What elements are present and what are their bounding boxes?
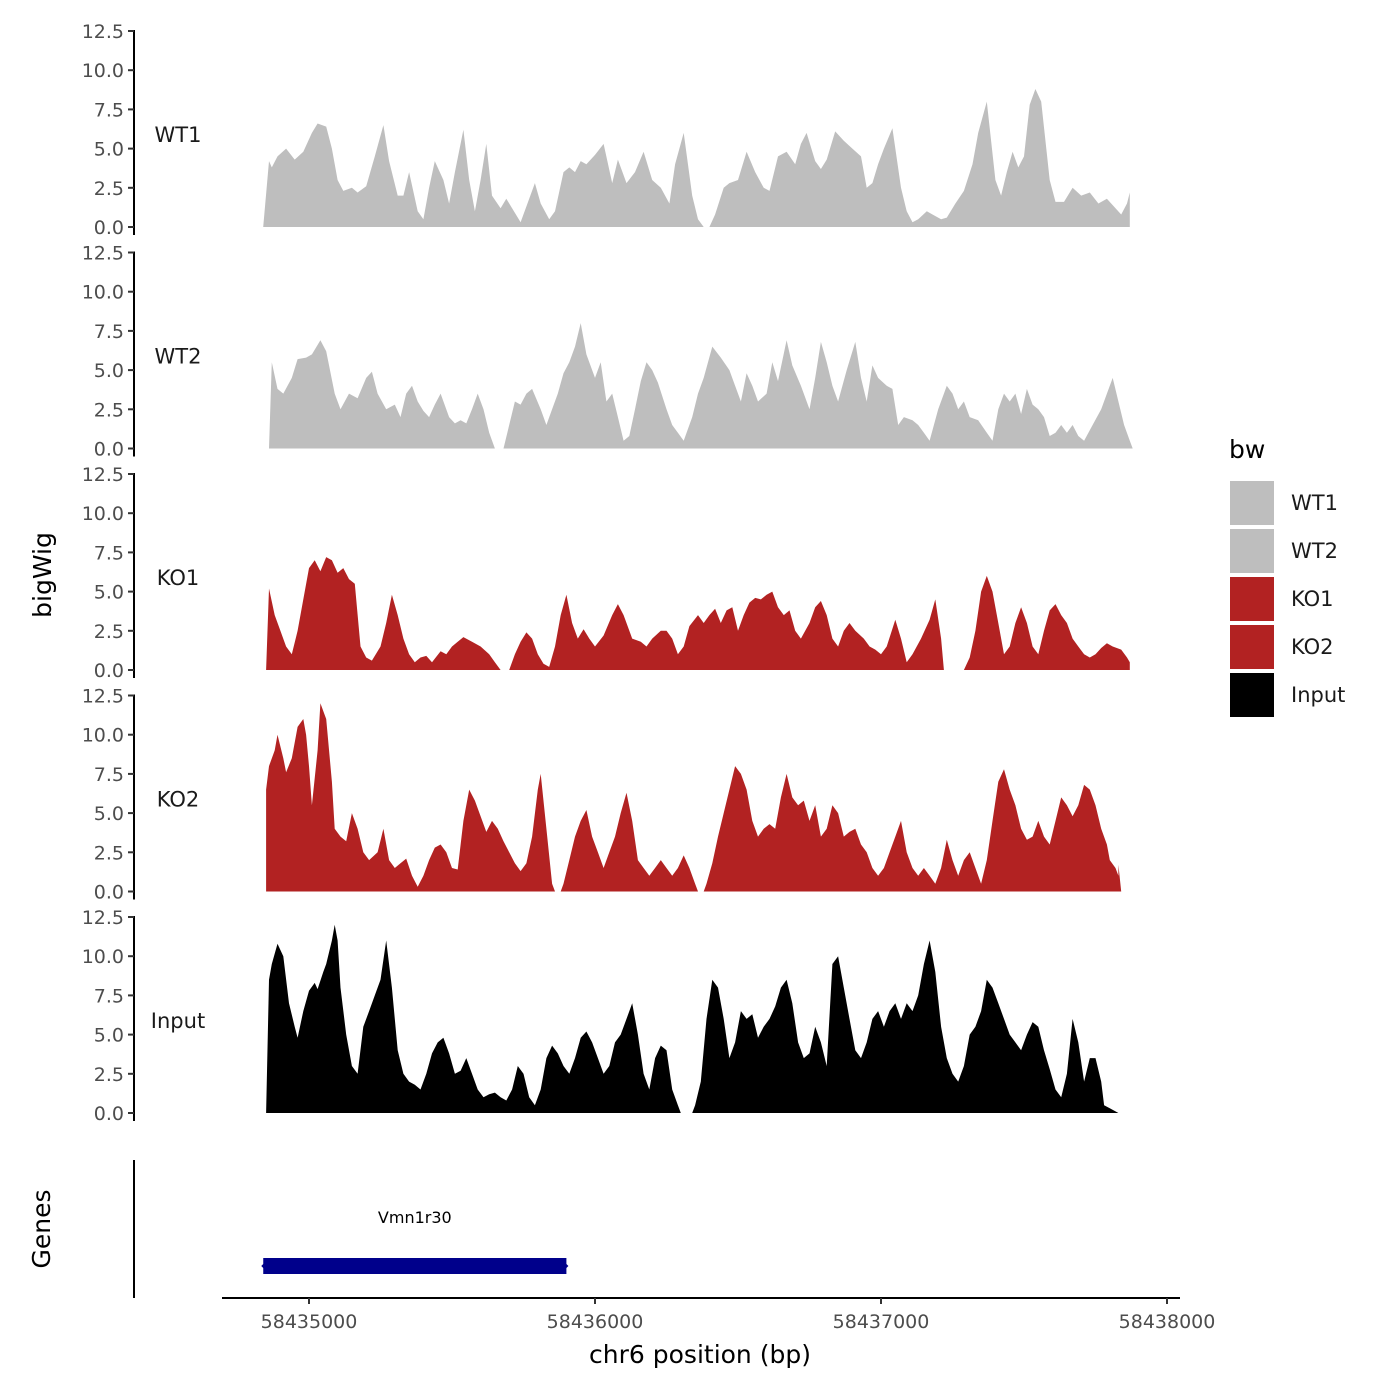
y-tick-label: 12.5: [82, 21, 124, 43]
coverage-area-ko1-0: [266, 557, 501, 670]
x-tick-label: 58436000: [547, 1311, 644, 1333]
legend-swatch-ko1: [1228, 575, 1276, 623]
legend-swatch-ko2: [1228, 623, 1276, 671]
legend-swatch-wt1: [1228, 479, 1276, 527]
y-tick-label: 7.5: [94, 985, 124, 1007]
coverage-area-wt1-1: [709, 89, 1130, 227]
track-label-ko1: KO1: [157, 566, 200, 590]
coverage-area-ko2-0: [266, 703, 555, 892]
y-tick-label: 2.5: [94, 621, 124, 643]
gene-glyphs: Vmn1r30: [261, 1208, 569, 1274]
track-label-wt1: WT1: [155, 123, 202, 147]
y-tick-label: 12.5: [82, 243, 124, 265]
y-tick-label: 7.5: [94, 321, 124, 343]
legend: bw WT1 WT2 KO1 KO2 Input: [1228, 435, 1345, 719]
y-tick-label: 12.5: [82, 686, 124, 708]
legend-title: bw: [1229, 435, 1265, 464]
y-tick-label: 0.0: [94, 660, 124, 682]
coverage-area-wt1-0: [263, 123, 704, 227]
y-tick-label: 10.0: [82, 282, 124, 304]
y-tick-label: 7.5: [94, 542, 124, 564]
y-tick-label: 12.5: [82, 464, 124, 486]
legend-swatch-input: [1228, 671, 1276, 719]
coverage-area-ko2-1: [560, 792, 698, 892]
y-tick-label: 5.0: [94, 360, 124, 382]
y-tick-label: 10.0: [82, 725, 124, 747]
x-axis-title: chr6 position (bp): [589, 1340, 811, 1369]
y-tick-label: 2.5: [94, 178, 124, 200]
y-tick-label: 2.5: [94, 842, 124, 864]
gene-body-vmn1r30: [263, 1258, 567, 1274]
y-tick-label: 10.0: [82, 503, 124, 525]
coverage-area-input-0: [266, 924, 681, 1113]
gene-label-vmn1r30: Vmn1r30: [378, 1208, 452, 1227]
y-tick-label: 10.0: [82, 60, 124, 82]
x-tick-label: 58438000: [1119, 1311, 1216, 1333]
genes-panel-label: Genes: [27, 1189, 56, 1268]
gene-end-arrow: [563, 1261, 569, 1271]
y-tick-label: 12.5: [82, 907, 124, 929]
coverage-area-ko2-2: [703, 766, 1122, 892]
legend-label-wt2: WT2: [1291, 539, 1338, 563]
y-axis-title: bigWig: [28, 532, 57, 618]
legend-swatch-wt2: [1228, 527, 1276, 575]
legend-label-wt1: WT1: [1291, 491, 1338, 515]
track-label-input: Input: [151, 1009, 205, 1033]
y-tick-label: 5.0: [94, 139, 124, 161]
track-label-wt2: WT2: [155, 345, 202, 369]
coverage-area-wt2-1: [503, 323, 1133, 449]
y-tick-label: 7.5: [94, 764, 124, 786]
coverage-area-wt2-0: [269, 340, 495, 449]
track-wt2: 0.0 2.5 5.0 7.5 10.0 12.5 WT2: [82, 243, 1133, 461]
y-tick-label: 2.5: [94, 399, 124, 421]
track-ko1: 0.0 2.5 5.0 7.5 10.0 12.5 KO1: [82, 464, 1130, 682]
y-tick-label: 5.0: [94, 1025, 124, 1047]
x-tick-label: 58437000: [833, 1311, 930, 1333]
track-ko2: 0.0 2.5 5.0 7.5 10.0 12.5 KO2: [82, 686, 1122, 904]
track-wt1: 0.0 2.5 5.0 7.5 10.0 12.5 WT1: [82, 21, 1130, 239]
track-input: 0.0 2.5 5.0 7.5 10.0 12.5 Input: [82, 907, 1119, 1125]
legend-label-input: Input: [1291, 683, 1345, 707]
legend-label-ko1: KO1: [1291, 587, 1334, 611]
coverage-area-input-1: [692, 940, 1119, 1113]
y-tick-label: 10.0: [82, 946, 124, 968]
coverage-tracks: 0.0 2.5 5.0 7.5 10.0 12.5 WT1 0.0 2.5 5.0 7.5 10.0 1…: [82, 21, 1133, 1125]
y-tick-label: 5.0: [94, 803, 124, 825]
legend-label-ko2: KO2: [1291, 635, 1334, 659]
y-tick-label: 0.0: [94, 439, 124, 461]
genes-panel: Genes Vmn1r30: [27, 1160, 569, 1298]
y-tick-label: 2.5: [94, 1064, 124, 1086]
y-tick-label: 0.0: [94, 882, 124, 904]
coverage-area-ko1-1: [509, 591, 944, 670]
y-tick-label: 0.0: [94, 217, 124, 239]
coverage-area-ko1-2: [963, 575, 1130, 670]
y-tick-label: 5.0: [94, 582, 124, 604]
gene-start-arrow: [261, 1261, 267, 1271]
track-label-ko2: KO2: [157, 788, 200, 812]
y-tick-label: 7.5: [94, 99, 124, 121]
x-axis: chr6 position (bp) 58435000 58436000 58437…: [222, 1297, 1216, 1369]
x-tick-label: 58435000: [261, 1311, 358, 1333]
y-tick-label: 0.0: [94, 1103, 124, 1125]
